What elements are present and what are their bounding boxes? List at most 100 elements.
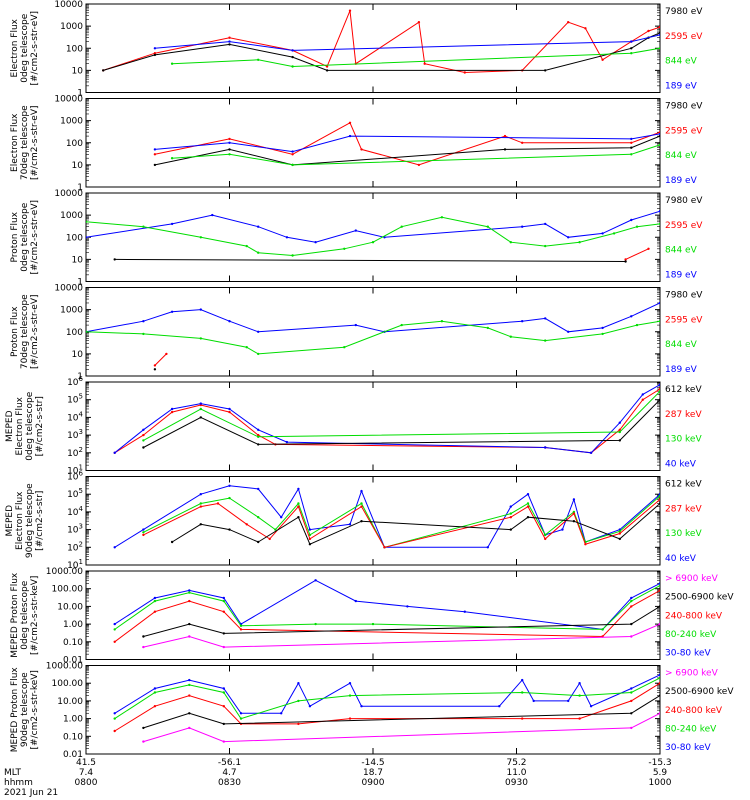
data-point: [658, 494, 660, 498]
data-point: [658, 398, 660, 401]
data-point: [578, 717, 581, 720]
data-point: [572, 498, 576, 501]
data-point: [630, 622, 633, 626]
data-point: [567, 330, 570, 333]
data-point: [658, 390, 660, 393]
legend-entry: 80-240 keV: [665, 630, 717, 640]
data-point: [641, 393, 644, 396]
data-point: [630, 605, 633, 608]
data-point: [348, 717, 352, 720]
legend-entry: 130 keV: [665, 435, 702, 445]
legend-entry: 80-240 keV: [665, 724, 717, 734]
data-point: [257, 435, 260, 438]
data-point: [153, 599, 157, 603]
legend-entry: > 6900 keV: [665, 669, 719, 679]
x-tick-label: 0800: [75, 778, 98, 788]
data-point: [257, 225, 260, 228]
legend-entry: 240-800 keV: [665, 611, 723, 621]
data-point: [297, 699, 300, 703]
data-point: [113, 640, 116, 643]
y-axis-label: Proton Flux70deg telescope[#/cm2-s-str-e…: [10, 294, 40, 369]
data-point: [360, 520, 363, 523]
data-point: [291, 49, 294, 52]
data-point: [113, 712, 116, 715]
data-point: [584, 27, 587, 30]
data-point: [188, 599, 191, 603]
data-point: [521, 225, 524, 228]
data-point: [285, 440, 289, 444]
series-line-2: [86, 320, 660, 355]
data-point: [153, 163, 157, 167]
x-tick-label: 11.0: [506, 768, 526, 778]
data-point: [222, 596, 225, 600]
legend-entry: 240-800 keV: [665, 706, 723, 716]
data-point: [239, 712, 243, 715]
data-point: [257, 330, 260, 333]
data-point: [199, 308, 202, 311]
data-point: [297, 516, 300, 519]
data-point: [257, 428, 260, 431]
legend-entry: 2500-6900 keV: [665, 593, 734, 603]
data-point: [567, 236, 570, 239]
y-tick-label: 100.00: [52, 585, 84, 595]
legend-entry: 30-80 keV: [665, 649, 711, 659]
data-point: [658, 301, 660, 305]
x-tick-label: 5.9: [653, 768, 668, 778]
data-point: [199, 502, 202, 505]
data-point: [658, 694, 660, 697]
legend: 7980 eV 2595 eV 844 eV 189 eV: [665, 7, 703, 92]
series-line-4: [143, 399, 660, 448]
series-line-3: [154, 34, 660, 51]
legend: > 6900 keV 2500-6900 keV 240-800 keV 80-240…: [665, 574, 734, 659]
data-point: [222, 599, 225, 603]
data-point: [360, 705, 363, 708]
series-line-1: [154, 122, 660, 166]
data-point: [280, 516, 283, 519]
data-point: [199, 505, 202, 508]
y-tick-label: 100: [66, 139, 83, 149]
data-point: [142, 528, 145, 531]
data-point: [658, 222, 660, 226]
data-point: [658, 712, 660, 715]
data-point: [325, 69, 329, 72]
x-tick-label: 41.5: [76, 758, 96, 768]
series-group: [102, 9, 660, 74]
data-point: [113, 622, 116, 626]
data-point: [658, 605, 660, 608]
plot-frame: [85, 381, 661, 471]
data-point: [222, 705, 225, 708]
data-point: [291, 254, 294, 257]
data-point: [658, 676, 660, 680]
x-tick-label: -14.5: [361, 758, 384, 768]
data-point: [463, 71, 466, 74]
data-point: [297, 682, 300, 685]
data-point: [153, 610, 157, 613]
data-point: [630, 52, 633, 55]
data-point: [199, 402, 202, 405]
data-point: [544, 317, 547, 320]
data-point: [526, 516, 530, 519]
data-point: [170, 310, 174, 313]
data-point: [113, 628, 116, 631]
data-point: [360, 148, 363, 151]
data-point: [280, 712, 283, 715]
data-point: [630, 699, 633, 703]
y-ticks: 1 10 100 1000 10000: [54, 284, 660, 382]
panels: 1 10 100 1000 10000 Electron Flux0deg telesco…: [5, 0, 734, 760]
data-point: [658, 502, 660, 505]
data-point: [170, 157, 174, 160]
series-line-4: [172, 47, 660, 68]
data-point: [308, 543, 312, 546]
data-point: [314, 622, 317, 626]
legend-entry: 612 keV: [665, 385, 702, 395]
data-point: [601, 232, 604, 235]
data-point: [509, 335, 512, 338]
data-point: [86, 330, 88, 333]
series-group: [86, 210, 660, 263]
data-point: [544, 222, 547, 226]
x-tick-label: 18.7: [363, 768, 383, 778]
data-point: [188, 622, 191, 626]
data-point: [222, 645, 225, 649]
data-point: [498, 705, 501, 708]
